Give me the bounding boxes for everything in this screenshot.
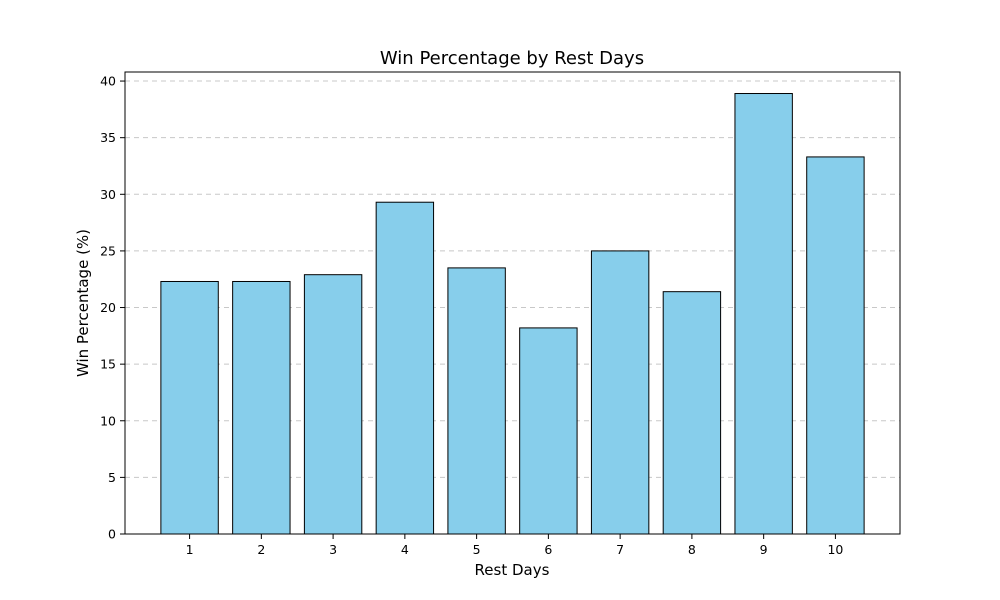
y-axis-label: Win Percentage (%) [74,229,92,377]
bar-6 [519,327,578,535]
y-tick-label: 15 [100,357,116,372]
bar-2 [232,280,291,535]
y-tick-label: 35 [100,130,116,145]
x-tick-label: 2 [257,542,265,557]
y-tick-label: 30 [100,187,116,202]
x-tick-label: 1 [186,542,194,557]
y-tick-label: 25 [100,243,116,258]
bar-3 [303,274,363,535]
x-axis-ticks: 1 2 3 4 5 6 7 8 9 10 [186,534,843,557]
bar-5 [447,267,506,535]
y-tick-label: 10 [100,413,116,428]
x-tick-label: 10 [827,542,843,557]
bars [160,93,865,535]
x-tick-label: 6 [544,542,552,557]
y-tick-label: 5 [108,470,116,485]
x-tick-label: 5 [473,542,481,557]
x-axis-label: Rest Days [475,561,550,579]
x-tick-label: 4 [401,542,409,557]
bar-10 [806,156,865,535]
x-tick-label: 7 [616,542,624,557]
bar-7 [590,250,650,535]
x-tick-label: 3 [329,542,337,557]
y-tick-label: 20 [100,300,116,315]
plot-frame [124,71,901,535]
x-tick-label: 8 [688,542,696,557]
chart-title: Win Percentage by Rest Days [380,48,644,69]
y-axis-ticks: 0 5 10 15 20 25 30 35 40 [100,74,125,542]
y-tick-label: 40 [100,74,116,89]
x-tick-label: 9 [760,542,768,557]
bar-1 [160,280,219,535]
bar-9 [734,93,793,535]
y-tick-label: 0 [108,527,116,542]
bar-8 [662,291,722,535]
bar-4 [375,201,435,535]
